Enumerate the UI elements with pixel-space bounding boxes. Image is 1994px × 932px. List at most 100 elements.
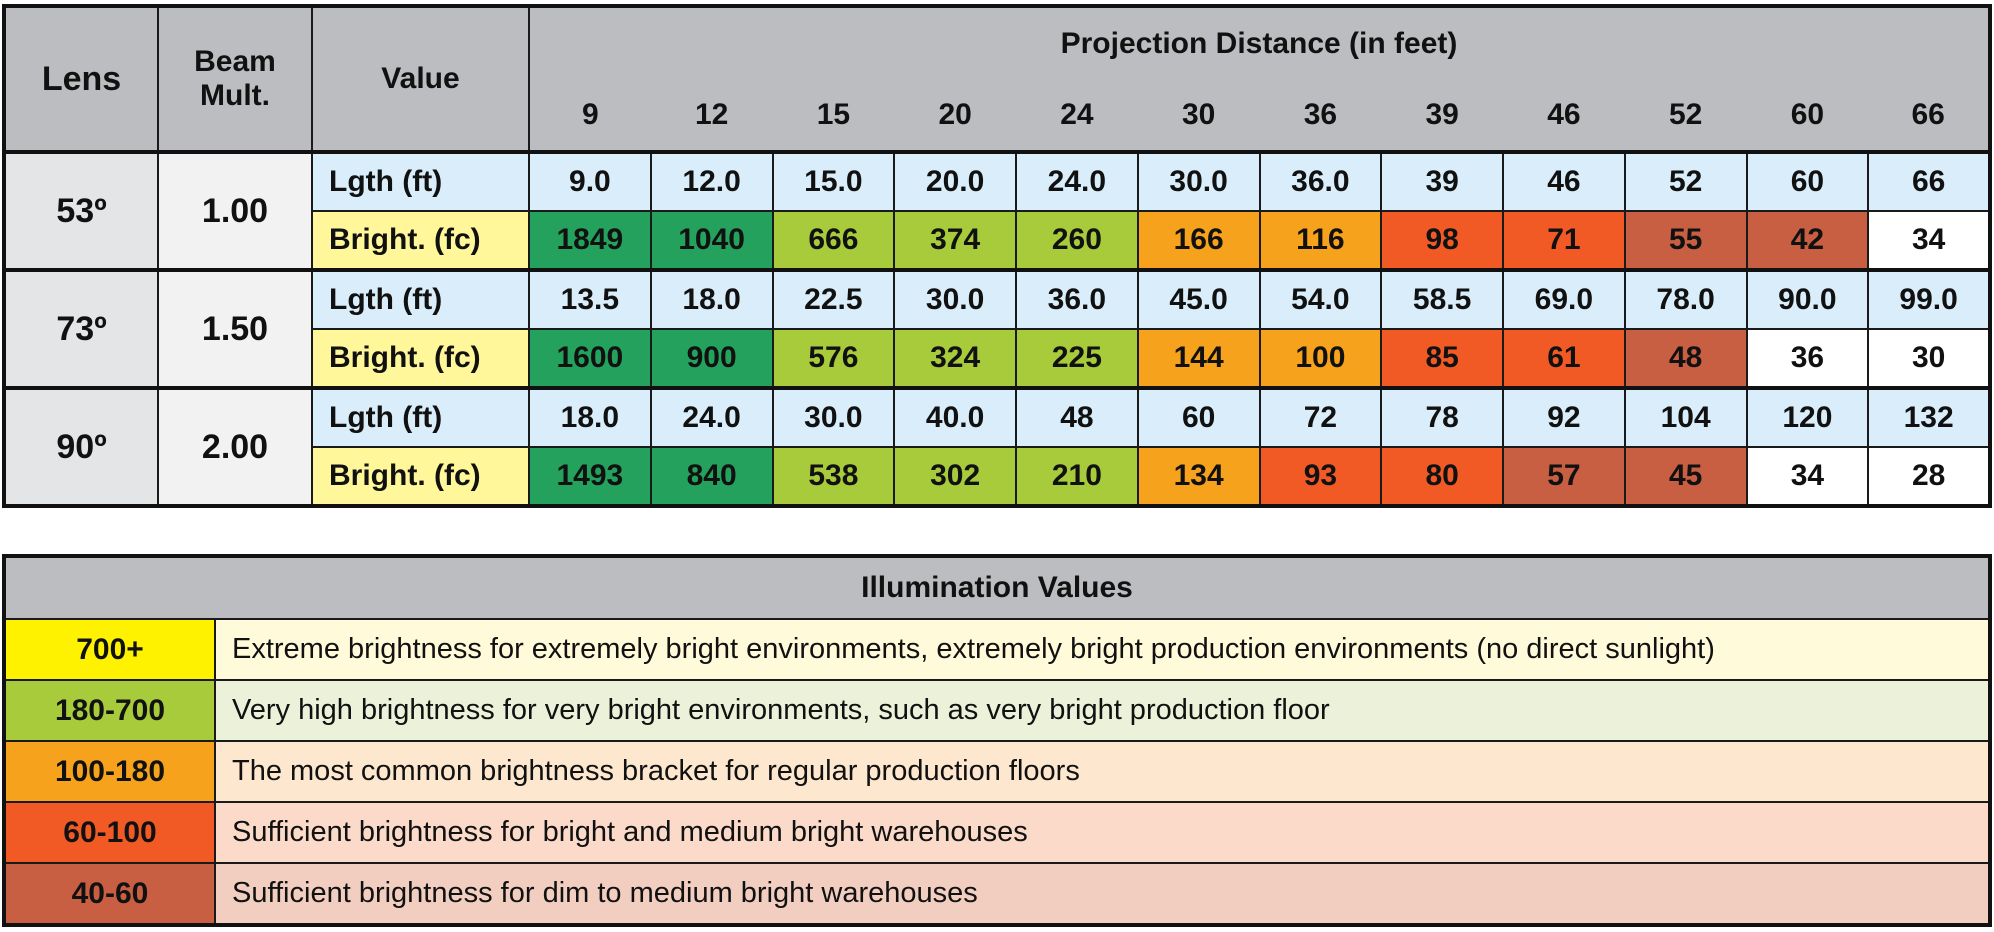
length-cell: 78.0 bbox=[1623, 268, 1748, 330]
length-row: 90º 2.00 Lgth (ft) 18.0 24.0 30.0 40.0 48 60 72 78… bbox=[3, 386, 1991, 507]
projection-header: Projection Distance (in feet) bbox=[528, 5, 1991, 80]
brightness-cell: 98 bbox=[1380, 210, 1504, 271]
brightness-cell: 538 bbox=[771, 446, 896, 507]
brightness-cell: 1849 bbox=[528, 210, 652, 271]
length-cell: 132 bbox=[1867, 386, 1991, 448]
length-cell: 78 bbox=[1380, 386, 1504, 448]
length-cell: 60 bbox=[1136, 386, 1261, 448]
length-cell: 120 bbox=[1745, 386, 1870, 448]
brightness-cell: 1040 bbox=[649, 210, 774, 271]
legend-row: 100-180 The most common brightness bracke… bbox=[3, 740, 1991, 803]
brightness-cell: 34 bbox=[1867, 210, 1991, 271]
brightness-cell: 1600 bbox=[528, 328, 652, 389]
brightness-cell: 374 bbox=[893, 210, 1017, 271]
legend-description: Very high brightness for very bright env… bbox=[214, 679, 1991, 742]
beam-header: Beam Mult. bbox=[157, 5, 313, 153]
legend-row: 60-100 Sufficient brightness for bright a… bbox=[3, 801, 1991, 864]
brightness-cell: 100 bbox=[1258, 328, 1383, 389]
length-cell: 66 bbox=[1867, 150, 1991, 212]
brightness-cell: 45 bbox=[1623, 446, 1748, 507]
legend-range: 40-60 bbox=[3, 862, 216, 926]
length-label: Lgth (ft) bbox=[311, 268, 530, 330]
legend-title: Illumination Values bbox=[3, 555, 1991, 620]
brightness-cell: 144 bbox=[1136, 328, 1261, 389]
legend-description: Sufficient brightness for dim to medium … bbox=[214, 862, 1991, 926]
legend-table: Illumination Values 700+ Extreme brightnes… bbox=[2, 554, 1992, 927]
brightness-cell: 36 bbox=[1745, 328, 1870, 389]
brightness-cell: 166 bbox=[1136, 210, 1261, 271]
length-cell: 18.0 bbox=[528, 386, 652, 448]
lens-cell: 73º bbox=[3, 268, 159, 389]
legend-row: 700+ Extreme brightness for extremely bri… bbox=[3, 618, 1991, 681]
length-cell: 58.5 bbox=[1380, 268, 1504, 330]
distance-header: 15 bbox=[772, 80, 895, 153]
length-cell: 36.0 bbox=[1258, 150, 1383, 212]
lens-cell: 90º bbox=[3, 386, 159, 507]
distance-header: 24 bbox=[1016, 80, 1138, 153]
brightness-cell: 116 bbox=[1258, 210, 1383, 271]
brightness-cell: 1493 bbox=[528, 446, 652, 507]
length-cell: 60 bbox=[1745, 150, 1870, 212]
brightness-cell: 30 bbox=[1867, 328, 1991, 389]
legend-range: 700+ bbox=[3, 618, 216, 681]
brightness-label: Bright. (fc) bbox=[311, 210, 530, 271]
distance-header: 66 bbox=[1868, 80, 1990, 153]
legend-row: 40-60 Sufficient brightness for dim to me… bbox=[3, 862, 1991, 926]
brightness-cell: 900 bbox=[649, 328, 774, 389]
brightness-row: Bright. (fc) 1849 1040 666 374 260 166 116 98 71 5… bbox=[4, 210, 1991, 271]
legend-table-body: Illumination Values 700+ Extreme brightnes… bbox=[3, 555, 1991, 926]
brightness-cell: 28 bbox=[1867, 446, 1991, 507]
brightness-cell: 840 bbox=[649, 446, 774, 507]
distance-header: 20 bbox=[894, 80, 1016, 153]
brightness-cell: 260 bbox=[1015, 210, 1139, 271]
length-cell: 30.0 bbox=[771, 386, 896, 448]
length-cell: 36.0 bbox=[1015, 268, 1139, 330]
brightness-cell: 34 bbox=[1745, 446, 1870, 507]
brightness-cell: 57 bbox=[1502, 446, 1626, 507]
brightness-cell: 324 bbox=[893, 328, 1017, 389]
projection-table: Lens Beam Mult. Value Projection Distance (… bbox=[2, 4, 1992, 508]
length-row: 53º 1.00 Lgth (ft) 9.0 12.0 15.0 20.0 24.0 30.0 3… bbox=[3, 150, 1991, 271]
brightness-cell: 71 bbox=[1502, 210, 1626, 271]
beam-cell: 1.00 bbox=[157, 150, 313, 271]
beam-cell: 2.00 bbox=[157, 386, 313, 507]
length-cell: 69.0 bbox=[1502, 268, 1626, 330]
legend-range: 180-700 bbox=[3, 679, 216, 742]
brightness-cell: 225 bbox=[1015, 328, 1139, 389]
brightness-cell: 302 bbox=[893, 446, 1017, 507]
brightness-cell: 48 bbox=[1623, 328, 1748, 389]
length-cell: 90.0 bbox=[1745, 268, 1870, 330]
brightness-cell: 61 bbox=[1502, 328, 1626, 389]
header-row: Lens Beam Mult. Value Projection Distance (… bbox=[3, 5, 1991, 153]
legend-range: 100-180 bbox=[3, 740, 216, 803]
brightness-cell: 85 bbox=[1380, 328, 1504, 389]
distance-header: 52 bbox=[1624, 80, 1747, 153]
length-cell: 30.0 bbox=[1136, 150, 1261, 212]
projection-table-body: Lens Beam Mult. Value Projection Distance (… bbox=[3, 5, 1991, 507]
brightness-cell: 666 bbox=[771, 210, 896, 271]
lens-cell: 53º bbox=[3, 150, 159, 271]
length-cell: 39 bbox=[1380, 150, 1504, 212]
length-cell: 40.0 bbox=[893, 386, 1017, 448]
distance-header: 30 bbox=[1137, 80, 1260, 153]
length-cell: 92 bbox=[1502, 386, 1626, 448]
brightness-cell: 576 bbox=[771, 328, 896, 389]
legend-range: 60-100 bbox=[3, 801, 216, 864]
length-cell: 9.0 bbox=[528, 150, 652, 212]
length-cell: 13.5 bbox=[528, 268, 652, 330]
brightness-cell: 93 bbox=[1258, 446, 1383, 507]
length-cell: 45.0 bbox=[1136, 268, 1261, 330]
length-cell: 18.0 bbox=[649, 268, 774, 330]
length-row: 73º 1.50 Lgth (ft) 13.5 18.0 22.5 30.0 36.0 45.0… bbox=[3, 268, 1991, 389]
legend-description: Extreme brightness for extremely bright … bbox=[214, 618, 1991, 681]
length-label: Lgth (ft) bbox=[311, 150, 530, 212]
length-cell: 15.0 bbox=[771, 150, 896, 212]
beam-cell: 1.50 bbox=[157, 268, 313, 389]
value-header: Value bbox=[311, 5, 530, 153]
legend-row: 180-700 Very high brightness for very bri… bbox=[3, 679, 1991, 742]
distance-header: 9 bbox=[529, 80, 651, 153]
length-cell: 22.5 bbox=[771, 268, 896, 330]
length-cell: 54.0 bbox=[1258, 268, 1383, 330]
distance-row: 9 12 15 20 24 30 36 39 46 52 60 66 bbox=[4, 80, 1990, 153]
